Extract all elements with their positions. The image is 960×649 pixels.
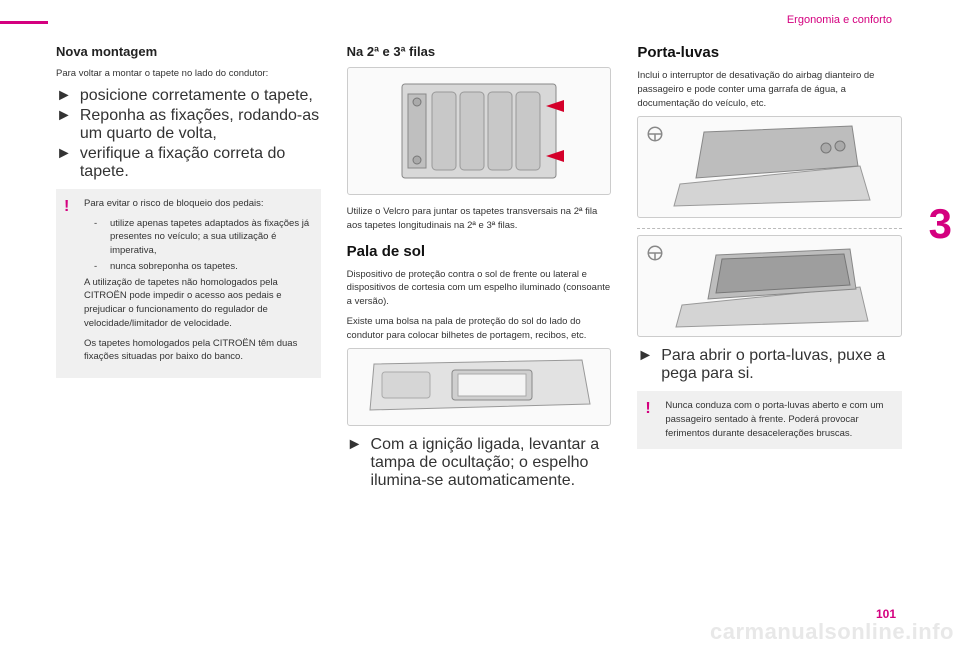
list-item: ► Reponha as fixações, rodando-as um qua… [56, 107, 321, 143]
heading-nova-montagem: Nova montagem [56, 44, 321, 59]
warning-lead: Para evitar o risco de bloqueio dos peda… [84, 197, 313, 211]
dash-text: nunca sobreponha os tapetes. [110, 260, 313, 274]
bullet-symbol: ► [56, 145, 72, 181]
bullet-text: posicione corretamente o tapete, [80, 87, 321, 105]
warning-para1: A utilização de tapetes não homologados … [84, 276, 313, 331]
bullet-text: Reponha as fixações, rodando-as um quart… [80, 107, 321, 143]
warning-box-pedals: ! Para evitar o risco de bloqueio dos pe… [56, 189, 321, 378]
column-3: Porta-luvas Inclui o interruptor de desa… [637, 44, 902, 492]
glovebox-closed-illustration [660, 241, 880, 331]
visor-bullet: Com a ignição ligada, levantar a tampa d… [371, 436, 612, 490]
bullet-symbol: ► [637, 347, 653, 383]
list-item: ► verifique a fixação correta do tapete. [56, 145, 321, 181]
bullet-symbol: ► [56, 107, 72, 143]
divider [637, 228, 902, 229]
bullet-symbol: ► [347, 436, 363, 490]
mat-caption: Utilize o Velcro para juntar os tapetes … [347, 205, 612, 233]
list-item: ► Para abrir o porta-luvas, puxe a pega … [637, 347, 902, 383]
col1-intro: Para voltar a montar o tapete no lado do… [56, 67, 321, 81]
figure-sun-visor [347, 348, 612, 426]
figure-glovebox-upper [637, 116, 902, 218]
bullet-text: verifique a fixação correta do tapete. [80, 145, 321, 181]
heading-pala-de-sol: Pala de sol [347, 243, 612, 260]
content-columns: Nova montagem Para voltar a montar o tap… [56, 44, 902, 492]
dash-text: utilize apenas tapetes adaptados às fixa… [110, 217, 313, 258]
mat-illustration [374, 76, 584, 186]
warning-icon: ! [64, 195, 69, 218]
visor-para2: Existe uma bolsa na pala de proteção do … [347, 315, 612, 343]
heading-filas: Na 2ª e 3ª filas [347, 44, 612, 59]
warning-box-glovebox: ! Nunca conduza com o porta-luvas aberto… [637, 391, 902, 448]
dash-symbol: - [94, 260, 102, 274]
col1-bullets: ► posicione corretamente o tapete, ► Rep… [56, 87, 321, 181]
chapter-number: 3 [929, 200, 952, 248]
list-item: - utilize apenas tapetes adaptados às fi… [84, 217, 313, 258]
glove-bullet: Para abrir o porta-luvas, puxe a pega pa… [661, 347, 902, 383]
column-1: Nova montagem Para voltar a montar o tap… [56, 44, 321, 492]
figure-floor-mats [347, 67, 612, 195]
list-item: - nunca sobreponha os tapetes. [84, 260, 313, 274]
column-2: Na 2ª e 3ª filas Utilize o Velcro para j… [347, 44, 612, 492]
steering-wheel-icon [646, 244, 664, 262]
bullet-symbol: ► [56, 87, 72, 105]
warning-para2: Os tapetes homologados pela CITROËN têm … [84, 337, 313, 365]
list-item: ► Com a ignição ligada, levantar a tampa… [347, 436, 612, 490]
glove-intro: Inclui o interruptor de desativação do a… [637, 69, 902, 110]
heading-porta-luvas: Porta-luvas [637, 44, 902, 61]
visor-illustration [364, 354, 594, 420]
dash-symbol: - [94, 217, 102, 258]
list-item: ► posicione corretamente o tapete, [56, 87, 321, 105]
top-accent-bar [0, 21, 48, 24]
glovebox-open-illustration [660, 122, 880, 212]
visor-para1: Dispositivo de proteção contra o sol de … [347, 268, 612, 309]
section-header-label: Ergonomia e conforto [787, 14, 892, 26]
watermark: carmanualsonline.info [710, 619, 954, 645]
warning-icon: ! [645, 397, 650, 420]
steering-wheel-icon [646, 125, 664, 143]
figure-glovebox-lower [637, 235, 902, 337]
glove-warning-text: Nunca conduza com o porta-luvas aberto e… [665, 399, 894, 440]
